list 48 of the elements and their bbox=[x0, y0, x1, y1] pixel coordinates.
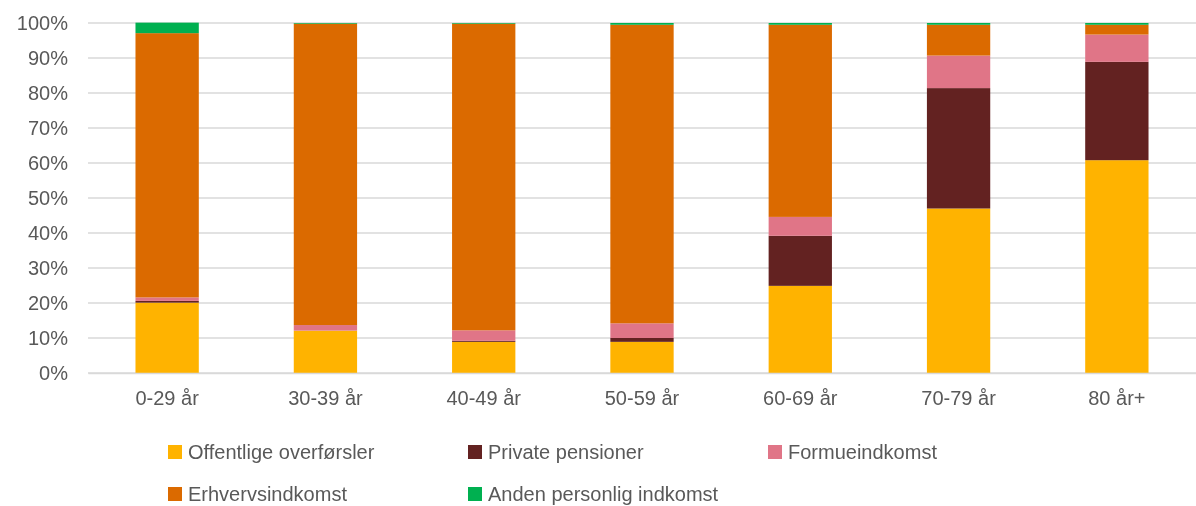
x-tick-label: 60-69 år bbox=[763, 387, 838, 410]
bar bbox=[293, 325, 358, 331]
bar bbox=[293, 330, 358, 373]
bar bbox=[768, 235, 832, 286]
x-tick-label: 30-39 år bbox=[288, 387, 364, 410]
bar bbox=[926, 55, 991, 89]
x-tick-label: 70-79 år bbox=[921, 387, 997, 410]
legend-label: Erhvervsindkomst bbox=[188, 483, 348, 505]
bar bbox=[610, 341, 674, 373]
y-tick-label: 0% bbox=[39, 361, 69, 384]
bar bbox=[452, 23, 516, 331]
bar bbox=[926, 88, 991, 209]
y-tick-label: 30% bbox=[27, 256, 69, 279]
x-tick-label: 40-49 år bbox=[446, 387, 522, 410]
x-tick-label: 50-59 år bbox=[604, 387, 680, 410]
bar bbox=[926, 24, 991, 56]
bar bbox=[135, 302, 199, 373]
y-tick-label: 90% bbox=[27, 46, 69, 69]
x-tick-label: 0-29 år bbox=[135, 387, 200, 410]
bar bbox=[610, 323, 674, 338]
y-tick-label: 40% bbox=[27, 221, 69, 244]
bar bbox=[452, 341, 516, 373]
y-tick-label: 100% bbox=[16, 11, 69, 34]
bar bbox=[768, 216, 832, 236]
bar bbox=[926, 208, 991, 373]
bar bbox=[135, 22, 199, 34]
legend-label: Offentlige overførsler bbox=[188, 441, 375, 463]
y-tick-label: 80% bbox=[27, 81, 69, 104]
bar bbox=[610, 24, 674, 324]
y-tick-label: 50% bbox=[27, 186, 69, 209]
bar bbox=[135, 33, 199, 298]
y-tick-label: 10% bbox=[27, 326, 69, 349]
bar bbox=[1085, 61, 1149, 161]
y-tick-label: 60% bbox=[27, 151, 69, 174]
bar bbox=[610, 338, 674, 342]
legend-label: Private pensioner bbox=[488, 441, 644, 463]
bar bbox=[768, 24, 832, 217]
x-tick-label: 80 år+ bbox=[1088, 387, 1146, 410]
bar bbox=[1085, 34, 1149, 62]
legend-label: Anden personlig indkomst bbox=[488, 483, 719, 505]
bar bbox=[452, 330, 516, 341]
bar bbox=[1085, 160, 1149, 373]
y-tick-label: 70% bbox=[27, 116, 69, 139]
y-tick-label: 20% bbox=[27, 291, 69, 314]
bar bbox=[1085, 24, 1149, 35]
legend-label: Formueindkomst bbox=[788, 441, 938, 463]
bar bbox=[768, 285, 832, 373]
bar bbox=[293, 23, 358, 326]
